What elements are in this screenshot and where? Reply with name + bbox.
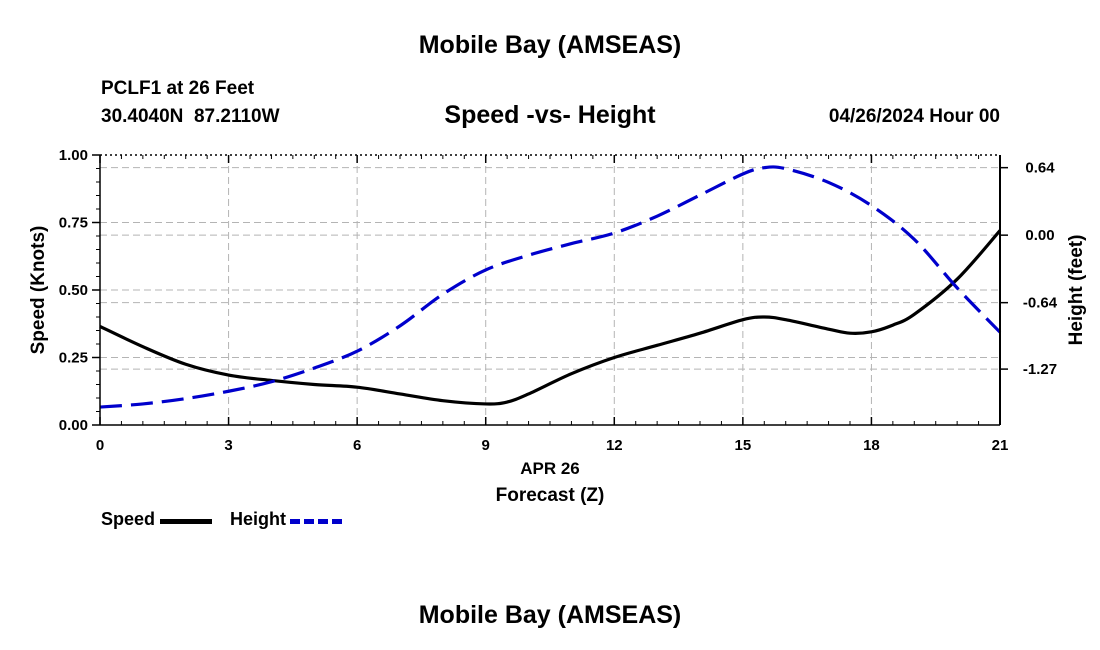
- coordinates-label: 30.4040N 87.2110W: [101, 106, 280, 127]
- y-left-tick-label: 1.00: [59, 147, 88, 164]
- x-tick-label: 3: [224, 437, 232, 454]
- y-right-tick-label: 0.00: [1025, 227, 1054, 244]
- y-right-tick-label: -0.64: [1023, 295, 1058, 312]
- x-tick-label: 15: [735, 437, 752, 454]
- station-label: PCLF1 at 26 Feet: [101, 78, 255, 99]
- axes-group: [92, 154, 1008, 426]
- y-right-tick-label: -1.27: [1023, 361, 1057, 378]
- x-tick-label: 9: [482, 437, 490, 454]
- forecast-datetime: 04/26/2024 Hour 00: [828, 106, 1000, 127]
- x-axis-label: Forecast (Z): [496, 485, 605, 506]
- x-tick-label: 6: [353, 437, 361, 454]
- y-left-tick-label: 0.50: [59, 282, 88, 299]
- x-tick-label: 12: [606, 437, 623, 454]
- legend-speed-swatch: [160, 519, 212, 524]
- y-left-tick-label: 0.75: [59, 215, 88, 232]
- series-group: [99, 165, 1002, 409]
- x-tick-label: 18: [863, 437, 880, 454]
- legend-height-swatch: [290, 519, 342, 524]
- legend-speed-label: Speed: [101, 509, 156, 529]
- x-axis-sublabel: APR 26: [520, 459, 580, 478]
- legend-height-label: Height: [230, 509, 286, 529]
- y-left-axis-label: Speed (Knots): [28, 226, 49, 355]
- chart-title: Speed -vs- Height: [444, 101, 656, 129]
- y-left-tick-label: 0.00: [59, 417, 88, 434]
- x-tick-label: 0: [96, 437, 104, 454]
- y-right-tick-label: 0.64: [1025, 160, 1055, 177]
- y-right-axis-label: Height (feet): [1066, 235, 1087, 346]
- footer-title: Mobile Bay (AMSEAS): [418, 601, 682, 629]
- axis-labels-group: 0 3 6 9 12 15 18 21 0.00 0.25 0.50 0.75 1.00 -1.27 -0.…: [28, 147, 1087, 506]
- main-title: Mobile Bay (AMSEAS): [418, 31, 682, 59]
- series-line-height: [99, 165, 1002, 409]
- x-tick-label: 21: [992, 437, 1009, 454]
- grid-lines: [100, 155, 1000, 425]
- series-line-speed: [99, 229, 1002, 406]
- y-left-tick-label: 0.25: [59, 350, 88, 367]
